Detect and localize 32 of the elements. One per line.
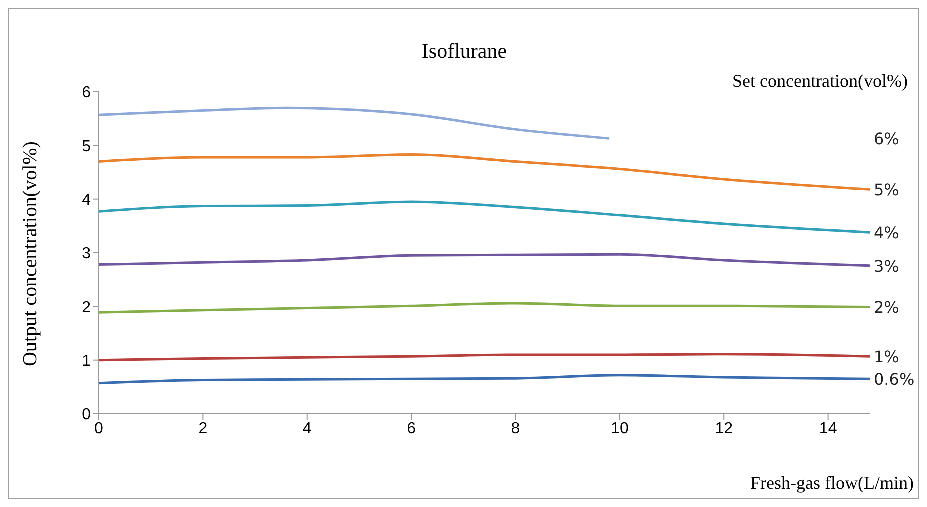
y-tick-label: 1 bbox=[82, 353, 92, 370]
x-tick-label: 2 bbox=[198, 420, 208, 438]
series-label: 3% bbox=[874, 256, 900, 276]
x-tick-label: 4 bbox=[302, 420, 312, 438]
series-label: 2% bbox=[874, 298, 900, 318]
line-series bbox=[99, 154, 870, 191]
line-series bbox=[99, 200, 870, 234]
x-tick-label: 14 bbox=[819, 420, 838, 438]
y-tick-label: 4 bbox=[82, 192, 92, 210]
series-label: 0.6% bbox=[874, 370, 915, 390]
x-tick-label: 8 bbox=[511, 420, 520, 438]
legend-title: Set concentration(vol%) bbox=[732, 71, 908, 92]
x-tick-label: 0 bbox=[94, 420, 104, 438]
chart-title: Isoflurane bbox=[420, 39, 508, 64]
y-tick-label: 5 bbox=[82, 138, 92, 156]
line-series bbox=[99, 374, 870, 385]
y-tick-label: 6 bbox=[82, 84, 92, 102]
series-label: 4% bbox=[874, 224, 900, 243]
y-tick-label: 3 bbox=[82, 246, 92, 263]
line-series bbox=[99, 106, 611, 140]
x-tick-label: 6 bbox=[407, 420, 416, 438]
text: 6% bbox=[874, 130, 900, 149]
line-series bbox=[99, 302, 870, 314]
x-tick-label: 12 bbox=[715, 420, 734, 438]
x-tick-label: 10 bbox=[611, 420, 629, 438]
x-axis-title: Fresh-gas flow(L/min) bbox=[750, 473, 914, 494]
series-label: 1% bbox=[874, 348, 900, 367]
y-axis-title: Output concentration(vol%) bbox=[20, 142, 42, 366]
series-label: 5% bbox=[874, 180, 900, 200]
y-tick-label: 0 bbox=[82, 406, 92, 424]
y-tick-label: 2 bbox=[82, 299, 92, 316]
line-series bbox=[99, 253, 870, 268]
